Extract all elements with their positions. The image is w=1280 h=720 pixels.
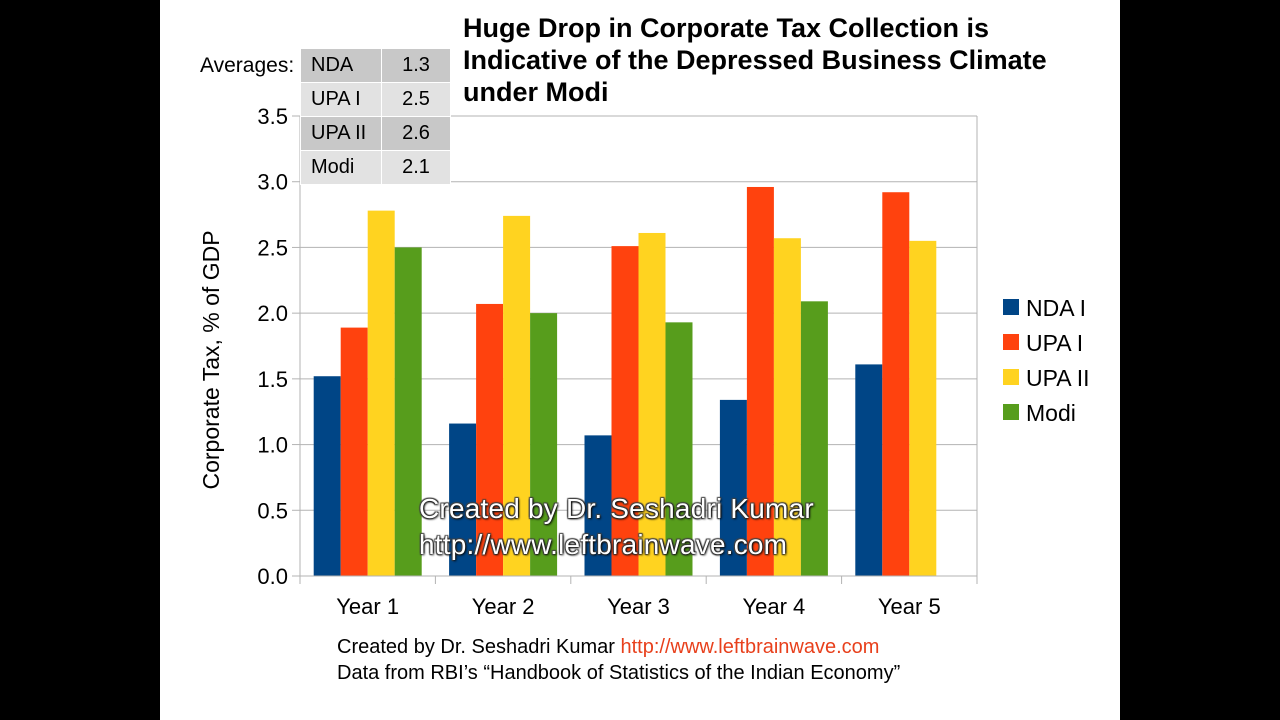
bar-nda-i <box>449 423 477 576</box>
averages-row: UPA I 2.5 <box>300 82 451 117</box>
averages-name: Modi <box>300 150 382 185</box>
bar-upa-ii <box>367 210 395 576</box>
legend-label: UPA II <box>1026 365 1090 391</box>
legend-swatch-upa-ii <box>1003 369 1019 385</box>
watermark-line-2: http://www.leftbrainwave.com <box>419 529 788 560</box>
bar-modi <box>530 313 558 576</box>
y-axis-label: Corporate Tax, % of GDP <box>198 230 224 489</box>
watermark-line-1: Created by Dr. Seshadri Kumar <box>419 493 814 524</box>
x-tick-label: Year 2 <box>472 594 535 619</box>
bar-nda-i <box>855 364 883 576</box>
bar-nda-i <box>719 399 747 576</box>
averages-value: 2.5 <box>381 82 451 117</box>
x-tick-label: Year 5 <box>878 594 941 619</box>
title-line-3: under Modi <box>463 77 609 107</box>
bar-upa-ii <box>638 232 666 576</box>
footer: Created by Dr. Seshadri Kumar http://www… <box>337 634 900 686</box>
bar-upa-ii <box>503 215 531 576</box>
averages-table: NDA 1.3 UPA I 2.5 UPA II 2.6 Modi 2.1 <box>300 48 451 185</box>
footer-credit: Created by Dr. Seshadri Kumar <box>337 636 621 658</box>
bar-upa-i <box>611 246 639 576</box>
legend-swatch-modi <box>1003 404 1019 420</box>
averages-row: NDA 1.3 <box>300 48 451 83</box>
bar-upa-i <box>476 303 504 576</box>
y-tick-label: 0.0 <box>257 564 288 589</box>
averages-name: NDA <box>300 48 382 83</box>
bar-nda-i <box>313 376 341 576</box>
bar-upa-i <box>882 192 910 576</box>
axes: 0.0 0.5 1.0 1.5 2.0 2.5 3.0 3.5 Year 1 Year 2 Year… <box>257 104 978 619</box>
chart-title: Huge Drop in Corporate Tax Collection is… <box>463 12 1113 108</box>
averages-name: UPA I <box>300 82 382 117</box>
footer-credit-line: Created by Dr. Seshadri Kumar http://www… <box>337 634 900 660</box>
footer-link[interactable]: http://www.leftbrainwave.com <box>620 636 880 658</box>
bar-chart: 0.0 0.5 1.0 1.5 2.0 2.5 3.0 3.5 Year 1 Year 2 Year… <box>198 104 1090 619</box>
x-tick-label: Year 3 <box>607 594 670 619</box>
y-tick-label: 0.5 <box>257 498 288 523</box>
bar-upa-i <box>340 327 368 576</box>
bar-upa-ii <box>773 238 801 576</box>
averages-name: UPA II <box>300 116 382 151</box>
y-tick-label: 2.5 <box>257 235 288 260</box>
averages-value: 2.1 <box>381 150 451 185</box>
y-tick-label: 3.0 <box>257 170 288 195</box>
legend-label: UPA I <box>1026 330 1083 356</box>
legend: NDA I UPA I UPA II Modi <box>1003 295 1090 426</box>
x-tick-label: Year 4 <box>742 594 805 619</box>
averages-value: 1.3 <box>381 48 451 83</box>
bar-modi <box>665 322 693 576</box>
x-tick-label: Year 1 <box>336 594 399 619</box>
bars <box>313 186 937 576</box>
legend-label: Modi <box>1026 400 1076 426</box>
y-tick-label: 1.0 <box>257 433 288 458</box>
slide: 0.0 0.5 1.0 1.5 2.0 2.5 3.0 3.5 Year 1 Year 2 Year… <box>160 0 1120 720</box>
title-line-2: Indicative of the Depressed Business Cli… <box>463 45 1047 75</box>
footer-source: Data from RBI’s “Handbook of Statistics … <box>337 662 901 684</box>
averages-label: Averages: <box>200 54 295 77</box>
bar-modi <box>800 301 828 576</box>
averages-row: UPA II 2.6 <box>300 116 451 151</box>
bar-nda-i <box>584 435 612 576</box>
y-tick-label: 3.5 <box>257 104 288 129</box>
averages-row: Modi 2.1 <box>300 150 451 185</box>
title-line-1: Huge Drop in Corporate Tax Collection is <box>463 13 990 43</box>
legend-swatch-upa-i <box>1003 334 1019 350</box>
legend-swatch-nda-i <box>1003 299 1019 315</box>
bar-upa-ii <box>909 240 937 576</box>
y-tick-label: 2.0 <box>257 301 288 326</box>
averages-value: 2.6 <box>381 116 451 151</box>
bar-modi <box>394 247 422 576</box>
legend-label: NDA I <box>1026 295 1086 321</box>
y-tick-label: 1.5 <box>257 367 288 392</box>
bar-upa-i <box>746 186 774 576</box>
